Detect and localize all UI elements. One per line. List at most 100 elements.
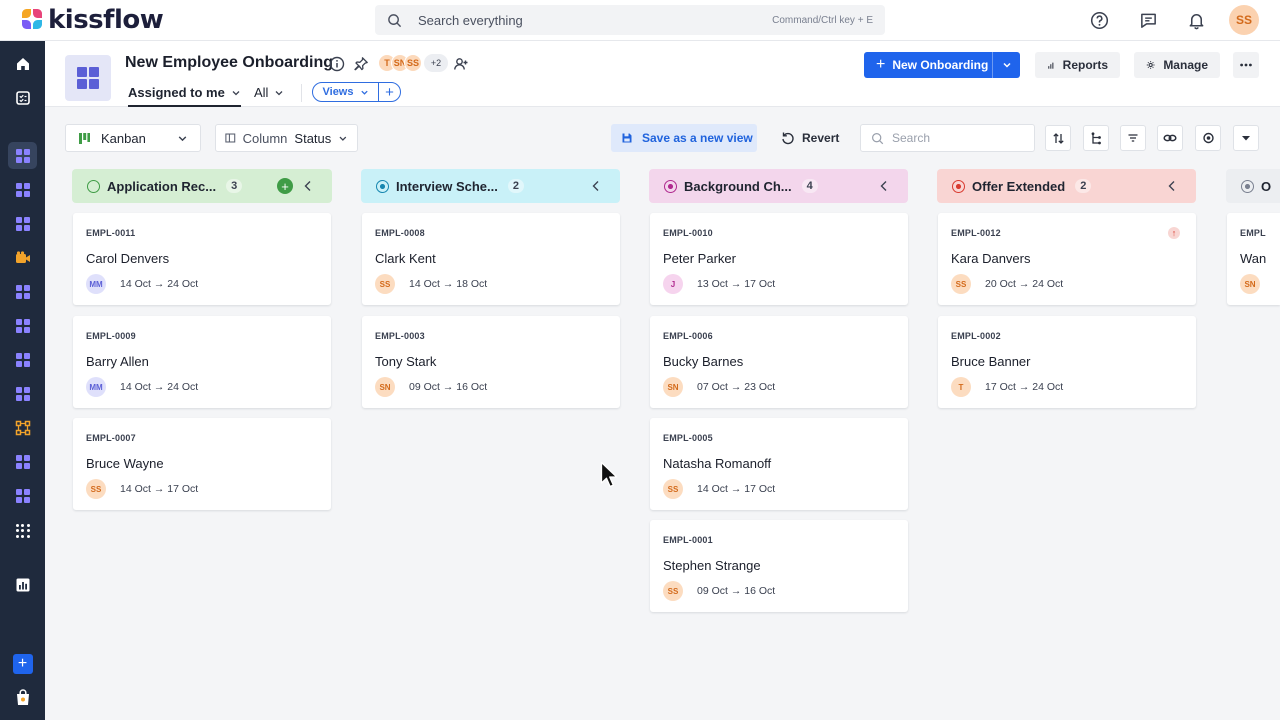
more-horizontal-icon (1240, 63, 1252, 67)
filter-button[interactable] (1120, 125, 1146, 151)
tab-all[interactable]: All (254, 85, 284, 100)
new-onboarding-main[interactable]: + New Onboarding (864, 57, 992, 73)
card-id: EMPL-0001 (663, 535, 713, 545)
kanban-card[interactable]: EMPL-0011 Carol Denvers MM 14 Oct → 24 O… (73, 213, 331, 305)
kanban-card[interactable]: EMPL-0001 Stephen Strange SS 09 Oct → 16… (650, 520, 908, 612)
add-item-button[interactable]: + (277, 178, 293, 194)
app-grid-icon[interactable] (8, 176, 37, 203)
sort-button[interactable] (1045, 125, 1071, 151)
kanban-card[interactable]: EMPL-0010 Peter Parker J 13 Oct → 17 Oct (650, 213, 908, 305)
column-header-application-received[interactable]: Application Rec... 3 + (72, 169, 332, 203)
kanban-card[interactable]: EMPL-0005 Natasha Romanoff SS 14 Oct → 1… (650, 418, 908, 510)
user-avatar[interactable]: SS (1229, 5, 1259, 35)
app-grid-icon[interactable] (8, 346, 37, 373)
column-header-background-check[interactable]: Background Ch... 4 (649, 169, 908, 203)
add-view-button[interactable]: + (385, 83, 394, 101)
app-grid-icon[interactable] (8, 380, 37, 407)
kissflow-logo[interactable]: kissflow (22, 5, 164, 35)
collapse-chevron-left-icon[interactable] (302, 179, 314, 193)
status-in-progress-icon (664, 179, 677, 193)
app-grid-icon[interactable] (8, 278, 37, 305)
card-dates: 17 Oct → 24 Oct (985, 381, 1064, 393)
column-header-interview-scheduled[interactable]: Interview Sche... 2 (361, 169, 620, 203)
kanban-card[interactable]: EMPL-0008 Clark Kent SS 14 Oct → 18 Oct (362, 213, 620, 305)
new-onboarding-dropdown[interactable] (992, 52, 1020, 78)
card-dates: 14 Oct → 24 Oct (120, 278, 199, 290)
add-member-icon[interactable] (453, 56, 469, 72)
group-by-button[interactable] (1157, 125, 1183, 151)
app-grid-icon[interactable] (8, 448, 37, 475)
page-title: New Employee Onboarding (125, 54, 334, 71)
marketplace-bag-icon[interactable] (8, 684, 37, 711)
bar-chart-icon (1048, 62, 1054, 69)
board-search-input[interactable]: Search (860, 124, 1035, 152)
more-options-button[interactable] (1233, 52, 1259, 78)
kanban-card[interactable]: EMPL-0003 Tony Stark SN 09 Oct → 16 Oct (362, 316, 620, 408)
plus-icon: + (876, 56, 886, 73)
kanban-card[interactable]: EMPL Wan SN (1227, 213, 1280, 305)
kanban-card[interactable]: EMPL-0006 Bucky Barnes SN 07 Oct → 23 Oc… (650, 316, 908, 408)
info-icon[interactable] (329, 56, 345, 72)
layout-selector[interactable]: Kanban (65, 124, 201, 152)
revert-icon (782, 132, 794, 145)
kanban-card[interactable]: EMPL-0002 Bruce Banner T 17 Oct → 24 Oct (938, 316, 1196, 408)
toolbar-more-dropdown[interactable] (1233, 125, 1259, 151)
collapse-chevron-left-icon[interactable] (590, 179, 602, 193)
kanban-card[interactable]: EMPL-0009 Barry Allen MM 14 Oct → 24 Oct (73, 316, 331, 408)
card-name: Bruce Banner (951, 354, 1031, 369)
video-camera-icon[interactable] (8, 244, 37, 271)
card-id: EMPL-0003 (375, 331, 425, 341)
pin-icon[interactable] (353, 56, 369, 72)
revert-button[interactable]: Revert (781, 124, 839, 152)
all-apps-icon[interactable] (8, 517, 37, 544)
kanban-card[interactable]: EMPL-0012 ↑ Kara Danvers SS 20 Oct → 24 … (938, 213, 1196, 305)
logo-mark-icon (22, 9, 44, 31)
card-name: Bruce Wayne (86, 456, 164, 471)
column-value: Status (294, 130, 332, 146)
assignee-avatar: MM (86, 377, 106, 397)
collapse-chevron-left-icon[interactable] (1166, 179, 1178, 193)
reports-button[interactable]: Reports (1035, 52, 1120, 78)
visibility-button[interactable] (1195, 125, 1221, 151)
new-onboarding-button[interactable]: + New Onboarding (864, 52, 1020, 78)
save-as-new-view-button[interactable]: Save as a new view (611, 124, 757, 152)
card-id: EMPL-0002 (951, 331, 1001, 341)
chevron-down-icon (339, 136, 347, 141)
kanban-card[interactable]: EMPL-0007 Bruce Wayne SS 14 Oct → 17 Oct (73, 418, 331, 510)
member-avatars[interactable]: T SN SS +2 (378, 54, 448, 72)
column-header-next[interactable]: O (1226, 169, 1280, 203)
column-group-selector[interactable]: Column Status (215, 124, 358, 152)
views-selector: Views + (312, 82, 401, 102)
status-in-progress-icon (952, 179, 965, 193)
help-icon[interactable] (1089, 10, 1109, 30)
manage-button[interactable]: Manage (1134, 52, 1220, 78)
column-count: 3 (226, 179, 243, 193)
card-id: EMPL-0009 (86, 331, 136, 341)
app-grid-icon[interactable] (8, 312, 37, 339)
reports-label: Reports (1062, 58, 1108, 72)
app-grid-icon[interactable] (8, 210, 37, 237)
tab-assigned-to-me[interactable]: Assigned to me (128, 85, 241, 107)
analytics-chart-icon[interactable] (8, 571, 37, 598)
home-icon[interactable] (8, 50, 37, 77)
views-dropdown-button[interactable]: Views (313, 83, 379, 101)
notification-bell-icon[interactable] (1186, 10, 1206, 30)
column-title: Background Ch... (684, 178, 792, 194)
my-tasks-icon[interactable] (8, 84, 37, 111)
chevron-down-icon (232, 90, 240, 95)
column-header-offer-extended[interactable]: Offer Extended 2 (937, 169, 1196, 203)
chat-icon[interactable] (1138, 10, 1158, 30)
add-app-button[interactable]: + (8, 650, 37, 677)
app-grid-icon[interactable] (8, 482, 37, 509)
collapse-chevron-left-icon[interactable] (878, 179, 890, 193)
global-search-input[interactable]: Search everything Command/Ctrl key + E (375, 5, 885, 35)
process-flow-icon[interactable] (8, 414, 37, 441)
card-id: EMPL-0008 (375, 228, 425, 238)
hierarchy-button[interactable] (1083, 125, 1109, 151)
card-id: EMPL-0005 (663, 433, 713, 443)
eye-icon (1202, 132, 1214, 144)
app-grid-icon[interactable] (8, 142, 37, 169)
card-dates: 14 Oct → 18 Oct (409, 278, 488, 290)
kanban-icon (79, 132, 90, 144)
sort-icon (1052, 132, 1064, 144)
